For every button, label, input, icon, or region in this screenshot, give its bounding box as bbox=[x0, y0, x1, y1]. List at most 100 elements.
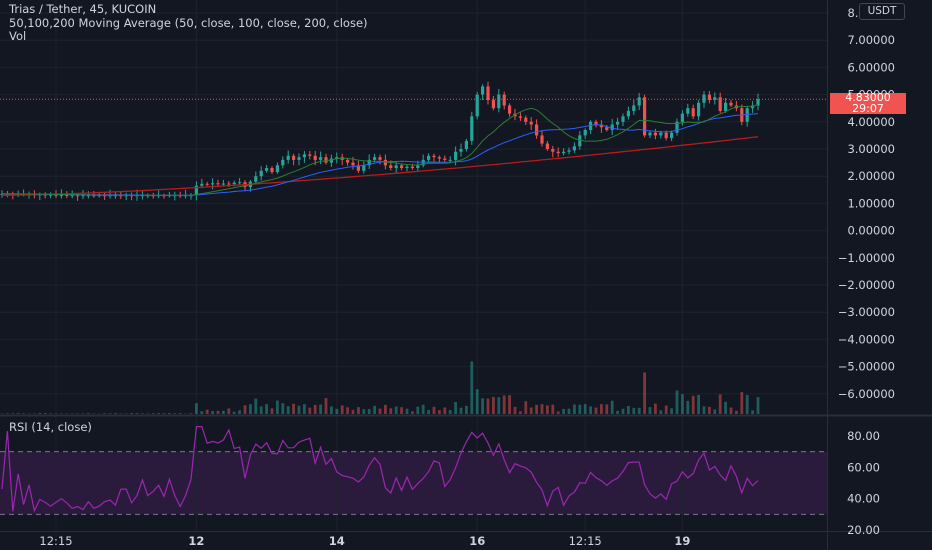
candle-body bbox=[297, 157, 301, 160]
price-tick-label: 0.00000 bbox=[847, 224, 895, 238]
candle-body bbox=[610, 124, 614, 130]
candle-body bbox=[200, 183, 204, 186]
candle-body bbox=[724, 102, 728, 111]
candle-body bbox=[270, 168, 274, 173]
volume-bar bbox=[573, 404, 576, 414]
volume-bar bbox=[718, 394, 722, 414]
ma200-line bbox=[2, 136, 759, 196]
volume-bars bbox=[0, 361, 760, 414]
candle-body bbox=[394, 165, 398, 169]
volume-bar bbox=[448, 410, 452, 414]
volume-bar bbox=[195, 403, 198, 414]
candle-body bbox=[308, 154, 312, 156]
candle-body bbox=[275, 165, 279, 173]
currency-selector[interactable]: USDT bbox=[859, 3, 905, 20]
volume-bar bbox=[702, 406, 706, 414]
volume-bar bbox=[130, 413, 133, 414]
price-tick-label: −1.00000 bbox=[838, 251, 895, 265]
volume-bar bbox=[103, 413, 106, 414]
candle-body bbox=[556, 151, 560, 154]
volume-bar bbox=[443, 407, 447, 414]
price-tick-label: −3.00000 bbox=[838, 305, 895, 319]
price-tick-label: 4.00000 bbox=[847, 115, 895, 129]
candle-body bbox=[329, 158, 333, 163]
rsi-guides bbox=[0, 451, 827, 515]
volume-bar bbox=[567, 408, 571, 414]
candle-body bbox=[481, 86, 485, 95]
candle-body bbox=[194, 185, 198, 196]
symbol-title[interactable]: Trias / Tether, 45, KUCOIN bbox=[9, 2, 157, 16]
candle-body bbox=[108, 195, 112, 197]
volume-bar bbox=[151, 413, 155, 414]
volume-bar bbox=[551, 404, 555, 414]
candle-body bbox=[356, 165, 360, 171]
candle-body bbox=[232, 182, 236, 185]
volume-bar bbox=[675, 390, 679, 414]
candle-body bbox=[405, 166, 409, 169]
volume-bar bbox=[486, 398, 490, 414]
volume-bar bbox=[205, 409, 209, 414]
volume-bar bbox=[200, 411, 204, 414]
candle-body bbox=[211, 183, 215, 185]
volume-bar bbox=[454, 402, 457, 414]
volume-bar bbox=[362, 409, 366, 414]
candle-body bbox=[205, 183, 209, 185]
volume-bar bbox=[216, 410, 220, 414]
candle-body bbox=[691, 108, 695, 117]
price-tick-label: 2.00000 bbox=[847, 169, 895, 183]
price-tick-label: 7.00000 bbox=[847, 33, 895, 47]
candle-body bbox=[373, 157, 377, 160]
volume-bar bbox=[378, 408, 382, 414]
volume-bar bbox=[492, 396, 495, 414]
rsi-indicator-label[interactable]: RSI (14, close) bbox=[9, 420, 92, 434]
volume-bar bbox=[346, 407, 349, 414]
candle-body bbox=[572, 146, 576, 151]
volume-bar bbox=[340, 405, 344, 414]
candle-body bbox=[540, 135, 544, 144]
volume-bar bbox=[556, 411, 560, 414]
volume-bar bbox=[578, 404, 582, 414]
ma-indicator-label[interactable]: 50,100,200 Moving Average (50, close, 10… bbox=[9, 15, 368, 30]
volume-bar bbox=[303, 404, 306, 414]
volume-bar bbox=[108, 413, 112, 414]
volume-bar bbox=[751, 410, 754, 414]
volume-bar bbox=[308, 407, 312, 414]
candle-body bbox=[459, 149, 463, 152]
volume-bar bbox=[427, 409, 430, 414]
volume-bar bbox=[281, 403, 285, 414]
price-tick-label: 6.00000 bbox=[847, 60, 895, 74]
candle-body bbox=[292, 155, 296, 160]
candle-body bbox=[97, 195, 101, 197]
candle-body bbox=[265, 168, 269, 171]
volume-bar bbox=[6, 413, 9, 414]
volume-bar bbox=[405, 408, 409, 414]
volume-bar bbox=[238, 410, 241, 414]
candle-body bbox=[59, 194, 63, 196]
volume-bar bbox=[745, 394, 749, 414]
volume-bar bbox=[535, 404, 538, 414]
volume-bar bbox=[562, 408, 565, 414]
volume-bar bbox=[481, 398, 484, 414]
time-tick-label: 12:15 bbox=[569, 534, 602, 548]
volume-bar bbox=[681, 394, 684, 414]
candle-body bbox=[626, 110, 630, 117]
volume-bar bbox=[135, 413, 139, 414]
candle-body bbox=[643, 97, 647, 136]
price-tick-label: −2.00000 bbox=[838, 278, 895, 292]
volume-bar bbox=[708, 406, 711, 414]
volume-bar bbox=[141, 413, 144, 414]
price-tick-label: −4.00000 bbox=[838, 332, 895, 346]
candle-body bbox=[518, 116, 522, 118]
grid bbox=[0, 0, 827, 531]
candle-body bbox=[432, 155, 436, 158]
candle-body bbox=[76, 195, 80, 197]
time-tick-label: 12:15 bbox=[39, 534, 72, 548]
candle-body bbox=[313, 155, 317, 160]
candle-body bbox=[475, 94, 479, 117]
volume-bar bbox=[211, 411, 214, 414]
volume-bar bbox=[508, 395, 511, 414]
volume-indicator-label[interactable]: Vol bbox=[9, 29, 27, 43]
time-axis: 12:15 12 14 16 12:15 19 bbox=[39, 534, 690, 548]
candle-body bbox=[216, 183, 220, 185]
